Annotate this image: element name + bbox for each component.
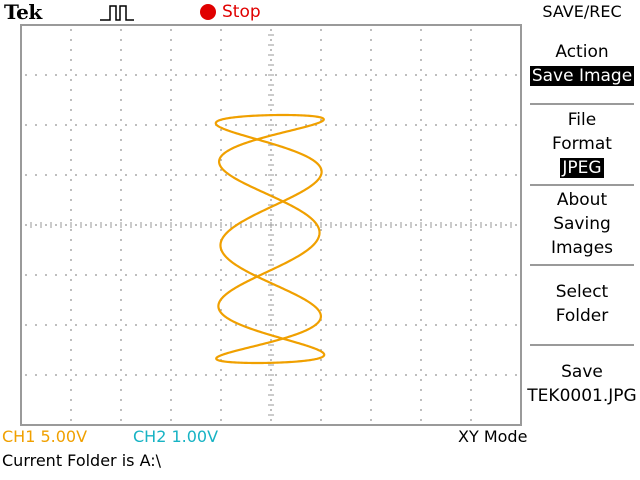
select-folder-line-1: Select — [555, 282, 609, 302]
menu-divider — [530, 184, 634, 186]
stop-dot-icon — [200, 4, 216, 20]
run-status-label: Stop — [222, 2, 261, 22]
action-label: Action — [555, 42, 609, 62]
save-line-1: Save — [561, 362, 603, 382]
select-folder-button[interactable]: Select Folder — [524, 280, 640, 328]
file-format-menu-button[interactable]: File Format JPEG — [524, 108, 640, 180]
waveform-display — [20, 24, 522, 426]
run-status: Stop — [200, 1, 261, 23]
save-file-button[interactable]: Save TEK0001.JPG — [524, 360, 640, 408]
brand-logo: Tek — [4, 0, 42, 24]
side-menu: SAVE/REC Action Save Image File Format J… — [524, 0, 640, 426]
save-filename: TEK0001.JPG — [527, 386, 637, 406]
file-format-label-1: File — [567, 110, 597, 130]
select-folder-line-2: Folder — [555, 306, 609, 326]
action-menu-button[interactable]: Action Save Image — [524, 40, 640, 88]
display-mode: XY Mode — [458, 427, 528, 446]
about-saving-images-button[interactable]: About Saving Images — [524, 188, 640, 260]
action-value: Save Image — [529, 66, 635, 86]
menu-title: SAVE/REC — [542, 2, 622, 21]
about-line-3: Images — [550, 238, 614, 258]
trigger-pulse-icon — [100, 5, 134, 21]
file-format-value: JPEG — [560, 158, 604, 178]
file-format-label-2: Format — [552, 134, 612, 154]
menu-divider — [530, 344, 634, 346]
about-line-1: About — [556, 190, 608, 210]
menu-divider — [530, 264, 634, 266]
current-folder: Current Folder is A:\ — [2, 451, 162, 470]
ch1-scale: CH1 5.00V — [2, 427, 88, 446]
xy-trace — [214, 113, 326, 365]
about-line-2: Saving — [553, 214, 611, 234]
graticule-grid — [20, 24, 522, 426]
ch2-scale: CH2 1.00V — [133, 427, 219, 446]
menu-divider — [530, 103, 634, 105]
